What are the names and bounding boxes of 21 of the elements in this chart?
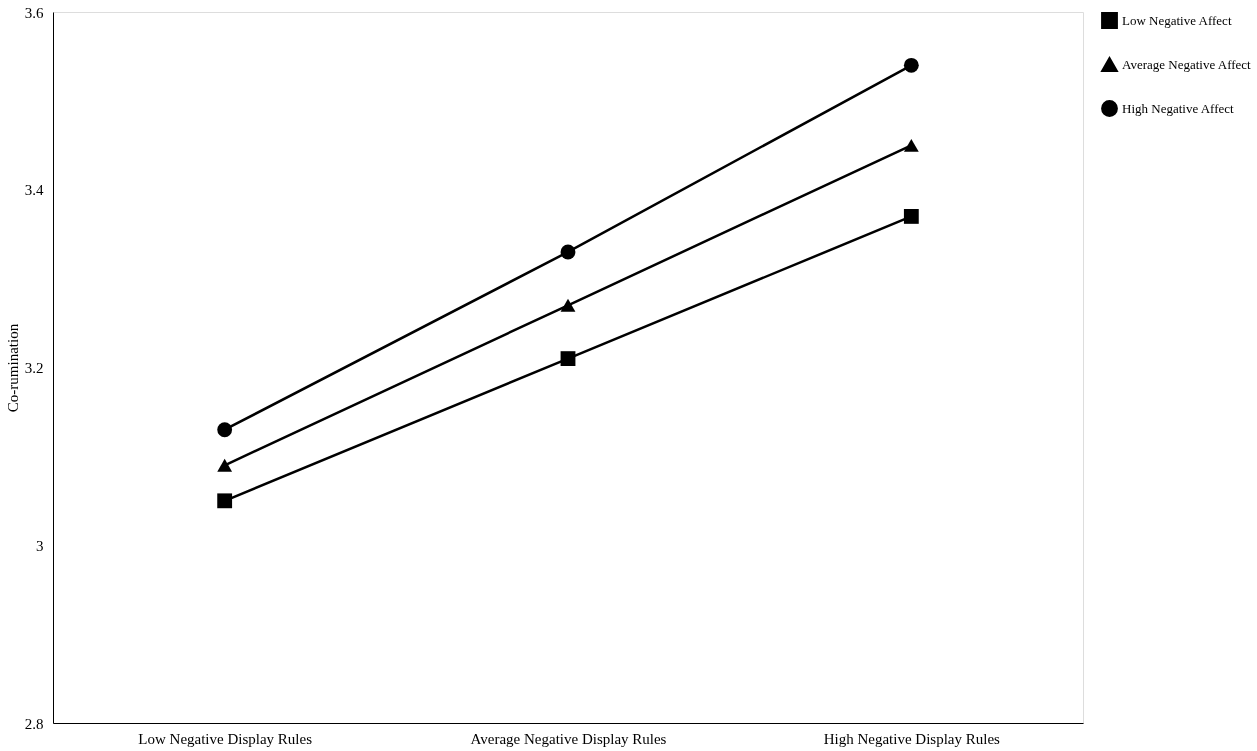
x-tick-label: Average Negative Display Rules (470, 730, 667, 747)
y-axis-title: Co-rumination (4, 323, 21, 413)
legend-label: High Negative Affect (1122, 100, 1235, 116)
y-tick-label: 3.2 (24, 360, 44, 376)
point (560, 298, 576, 312)
y-tick-label: 3 (36, 537, 44, 554)
y-tick-label: 3.6 (24, 4, 44, 21)
point (217, 422, 233, 438)
legend-label: Low Negative Affect (1122, 12, 1232, 28)
point (217, 458, 233, 472)
point (560, 244, 576, 260)
x-tick-label: Low Negative Display Rules (138, 730, 313, 747)
y-tick-label: 3.4 (24, 182, 44, 199)
legend-label: Average Negative Affect (1122, 56, 1252, 72)
point (217, 493, 233, 509)
x-tick-label: High Negative Display Rules (823, 730, 1001, 747)
y-tick-label: 2.8 (24, 715, 44, 732)
point (903, 138, 919, 152)
point (903, 57, 919, 73)
point (560, 351, 576, 367)
point (903, 209, 919, 224)
